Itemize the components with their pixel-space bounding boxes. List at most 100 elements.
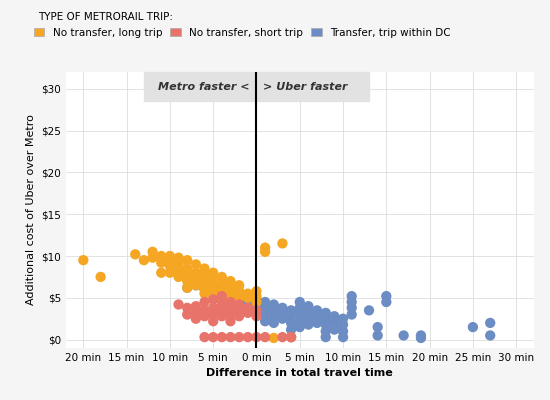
Point (200, 286, 209, 293)
Point (278, 310, 287, 316)
Point (209, 280, 218, 286)
Point (347, 299, 356, 305)
Point (209, 334, 218, 340)
Point (174, 254, 183, 261)
Point (183, 284, 191, 291)
Point (270, 320, 278, 326)
Point (235, 293, 244, 299)
Point (200, 278, 209, 284)
Point (339, 316, 348, 322)
Point (287, 326, 295, 333)
Point (235, 288, 244, 294)
Point (226, 278, 235, 284)
Point (200, 290, 209, 297)
Point (226, 290, 235, 297)
Point (217, 286, 226, 293)
Point (287, 334, 295, 340)
Point (217, 288, 226, 294)
Point (166, 263, 174, 269)
Point (183, 284, 191, 291)
Point (217, 313, 226, 320)
Point (321, 334, 330, 340)
Point (278, 316, 287, 322)
Point (235, 307, 244, 314)
Point (278, 305, 287, 311)
Point (235, 282, 244, 288)
Point (382, 299, 390, 305)
Point (235, 299, 244, 305)
Point (339, 328, 348, 334)
Point (295, 311, 304, 318)
Point (312, 313, 321, 320)
Point (235, 313, 244, 320)
Point (226, 334, 235, 340)
Point (287, 313, 295, 320)
Point (235, 295, 244, 301)
Point (244, 334, 252, 340)
Point (174, 268, 183, 274)
Point (217, 274, 226, 280)
Point (347, 311, 356, 318)
Point (321, 310, 330, 316)
Point (244, 295, 252, 301)
Point (252, 303, 261, 309)
Point (416, 335, 425, 341)
Point (295, 318, 304, 324)
Point (261, 318, 270, 324)
Point (304, 321, 313, 328)
Point (339, 321, 348, 328)
Point (217, 334, 226, 340)
Point (191, 276, 200, 283)
Point (287, 334, 295, 340)
Point (183, 311, 191, 318)
Point (217, 301, 226, 308)
Point (200, 313, 209, 320)
Point (252, 293, 261, 299)
Point (226, 296, 235, 303)
Point (148, 249, 157, 255)
Point (261, 249, 270, 255)
Point (295, 305, 304, 311)
Point (270, 313, 278, 320)
Point (200, 334, 209, 340)
Point (252, 313, 261, 320)
Point (321, 321, 330, 328)
Point (148, 254, 157, 261)
Point (270, 301, 278, 308)
Text: > Uber faster: > Uber faster (263, 82, 348, 92)
Point (183, 271, 191, 278)
Point (226, 296, 235, 303)
Point (226, 299, 235, 305)
Point (244, 305, 252, 311)
Point (373, 332, 382, 339)
Point (183, 265, 191, 272)
Point (469, 324, 477, 330)
Point (295, 324, 304, 330)
Point (365, 307, 373, 314)
Point (209, 284, 218, 291)
Point (278, 240, 287, 247)
Point (261, 311, 270, 318)
Point (235, 301, 244, 308)
Point (209, 296, 218, 303)
Point (131, 251, 140, 258)
Point (304, 303, 313, 309)
Point (200, 299, 209, 305)
Point (174, 261, 183, 268)
Point (217, 307, 226, 314)
Text: Metro faster <: Metro faster < (158, 82, 250, 92)
Point (287, 334, 295, 340)
Point (226, 305, 235, 311)
Point (399, 332, 408, 339)
Point (382, 293, 390, 299)
Point (347, 305, 356, 311)
Point (486, 320, 494, 326)
Point (226, 290, 235, 297)
Point (157, 260, 166, 266)
Point (217, 293, 226, 299)
Point (330, 313, 339, 320)
Point (252, 299, 261, 305)
Point (252, 334, 261, 340)
Point (287, 320, 295, 326)
Point (226, 301, 235, 308)
